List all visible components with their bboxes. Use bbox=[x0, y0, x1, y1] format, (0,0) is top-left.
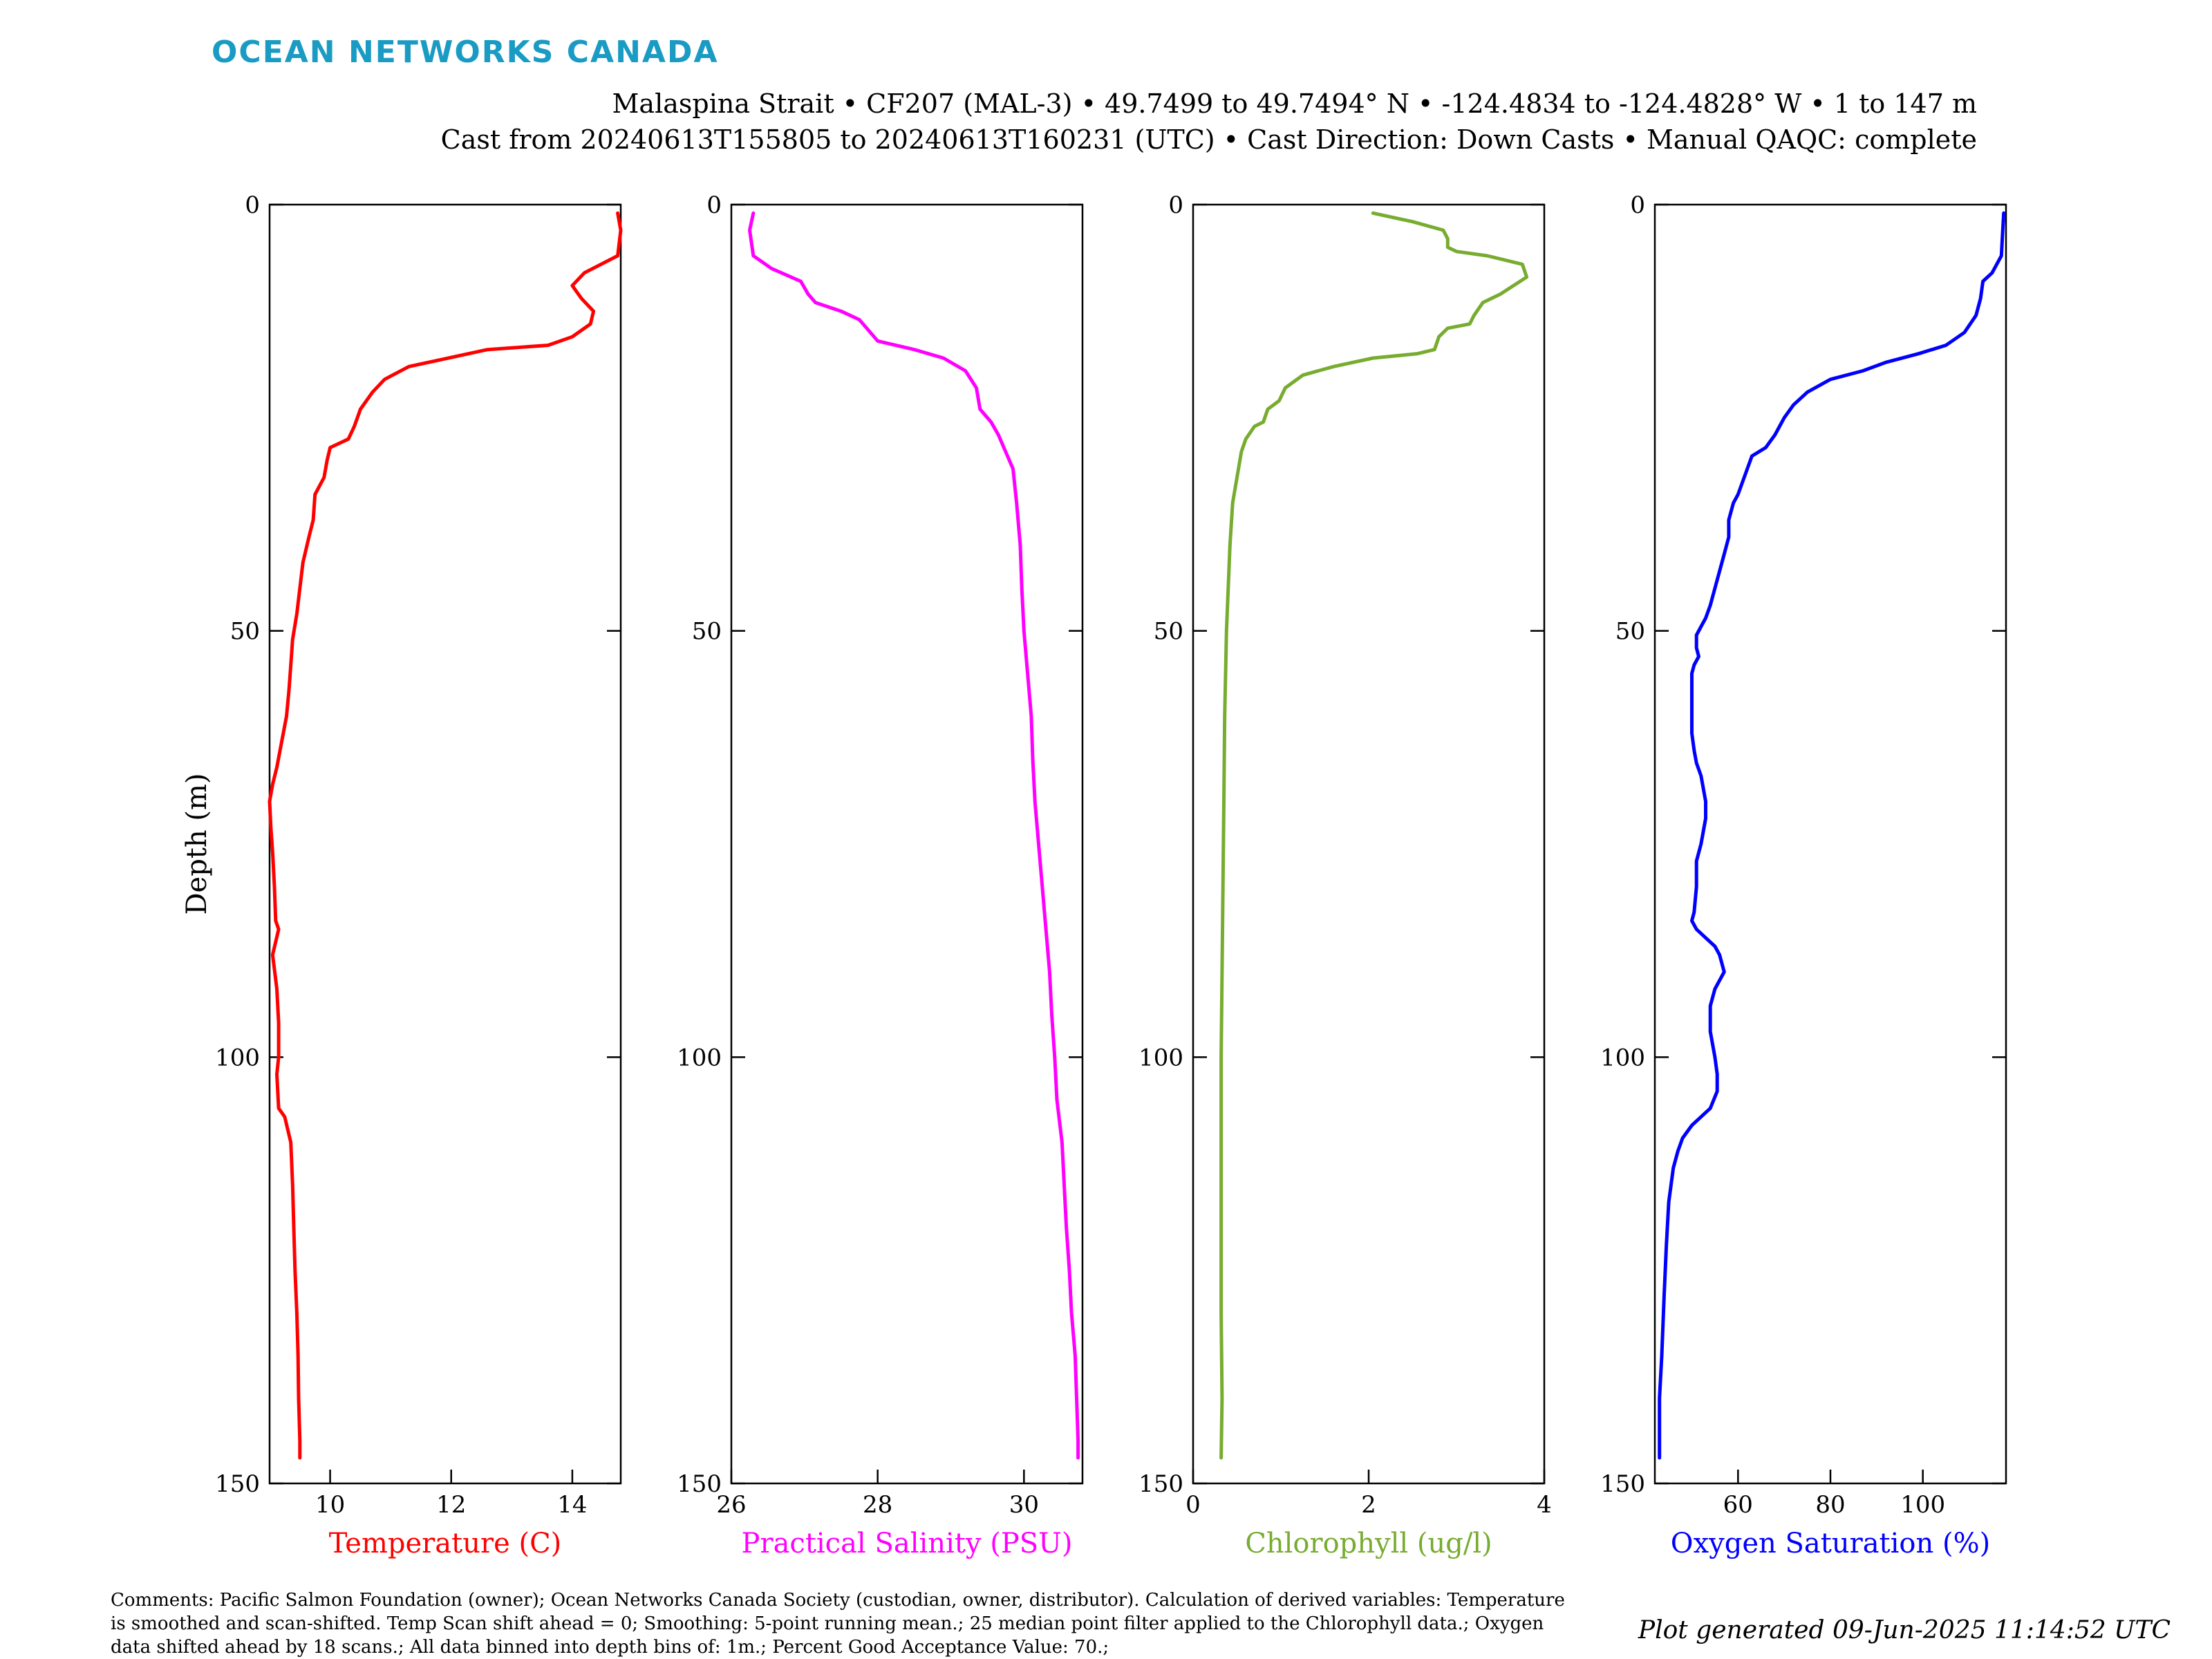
onc-logo: OCEAN NETWORKS CANADA bbox=[212, 35, 719, 70]
chart-title-line-1: Malaspina Strait • CF207 (MAL-3) • 49.74… bbox=[612, 88, 1978, 119]
y-tick-label: 50 bbox=[1615, 618, 1645, 646]
plot-generated-timestamp: Plot generated 09-Jun-2025 11:14:52 UTC bbox=[1638, 1616, 2171, 1644]
x-tick-label: 2 bbox=[1361, 1491, 1376, 1519]
axes-box-3 bbox=[1192, 203, 1546, 1485]
series-line bbox=[1219, 211, 1529, 1460]
x-tick-label: 28 bbox=[863, 1491, 892, 1519]
y-tick-label: 0 bbox=[1630, 191, 1645, 219]
x-axis-label: Oxygen Saturation (%) bbox=[1671, 1528, 1990, 1559]
y-tick-label: 100 bbox=[677, 1044, 722, 1071]
x-axis-label: Chlorophyll (ug/l) bbox=[1245, 1528, 1492, 1559]
x-tick-label: 0 bbox=[1185, 1491, 1201, 1519]
x-tick-label: 60 bbox=[1723, 1491, 1753, 1519]
chart-title-line-2: Cast from 20240613T155805 to 20240613T16… bbox=[440, 124, 1977, 155]
x-tick-label: 10 bbox=[315, 1491, 345, 1519]
comments-text: Comments: Pacific Salmon Foundation (own… bbox=[111, 1590, 1565, 1658]
axes-box-1 bbox=[268, 203, 622, 1485]
x-tick-label: 12 bbox=[436, 1491, 466, 1519]
x-tick-label: 14 bbox=[557, 1491, 587, 1519]
axes-box-2 bbox=[730, 203, 1084, 1485]
y-tick-label: 50 bbox=[230, 618, 260, 646]
x-tick-label: 100 bbox=[1900, 1491, 1945, 1519]
series-line bbox=[748, 211, 1080, 1460]
y-tick-label: 100 bbox=[215, 1044, 260, 1071]
y-tick-label: 150 bbox=[677, 1470, 722, 1498]
series-line bbox=[1658, 211, 2006, 1460]
y-tick-label: 100 bbox=[1138, 1044, 1183, 1071]
y-tick-label: 0 bbox=[1168, 191, 1183, 219]
y-tick-label: 50 bbox=[1154, 618, 1183, 646]
y-axis-label: Depth (m) bbox=[181, 773, 213, 915]
y-tick-label: 150 bbox=[1600, 1470, 1645, 1498]
y-tick-label: 50 bbox=[692, 618, 722, 646]
series-line bbox=[268, 211, 623, 1460]
y-tick-label: 0 bbox=[245, 191, 260, 219]
x-tick-label: 26 bbox=[716, 1491, 746, 1519]
x-axis-label: Practical Salinity (PSU) bbox=[742, 1528, 1073, 1559]
x-tick-label: 4 bbox=[1537, 1491, 1552, 1519]
y-tick-label: 150 bbox=[215, 1470, 260, 1498]
x-axis-label: Temperature (C) bbox=[329, 1528, 562, 1559]
axes-box-4 bbox=[1653, 203, 2007, 1485]
y-tick-label: 0 bbox=[706, 191, 722, 219]
x-tick-label: 30 bbox=[1009, 1491, 1039, 1519]
y-tick-label: 100 bbox=[1600, 1044, 1645, 1071]
y-tick-label: 150 bbox=[1138, 1470, 1183, 1498]
x-tick-label: 80 bbox=[1815, 1491, 1845, 1519]
